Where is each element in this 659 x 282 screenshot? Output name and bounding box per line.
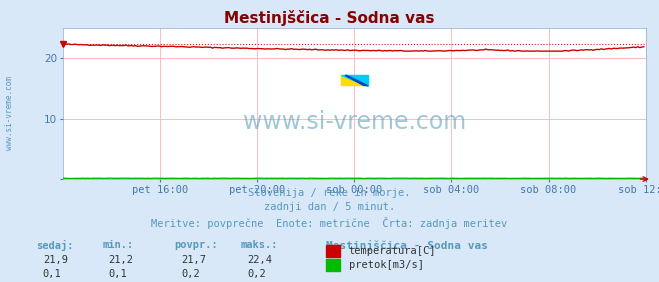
Polygon shape	[345, 75, 368, 85]
Text: Mestinjščica - Sodna vas: Mestinjščica - Sodna vas	[224, 10, 435, 26]
Text: www.si-vreme.com: www.si-vreme.com	[5, 76, 14, 150]
Text: Meritve: povprečne  Enote: metrične  Črta: zadnja meritev: Meritve: povprečne Enote: metrične Črta:…	[152, 217, 507, 229]
Text: www.si-vreme.com: www.si-vreme.com	[243, 110, 466, 134]
Text: Slovenija / reke in morje.: Slovenija / reke in morje.	[248, 188, 411, 197]
Text: Mestinjščica - Sodna vas: Mestinjščica - Sodna vas	[326, 240, 488, 251]
Text: 0,1: 0,1	[43, 269, 61, 279]
Text: 21,9: 21,9	[43, 255, 68, 265]
Text: 0,1: 0,1	[109, 269, 127, 279]
Text: min.:: min.:	[102, 240, 133, 250]
Polygon shape	[341, 75, 368, 85]
Text: 22,4: 22,4	[247, 255, 272, 265]
Polygon shape	[341, 75, 368, 85]
Text: 21,2: 21,2	[109, 255, 134, 265]
Text: temperatura[C]: temperatura[C]	[349, 246, 436, 256]
Text: povpr.:: povpr.:	[175, 240, 218, 250]
Text: pretok[m3/s]: pretok[m3/s]	[349, 260, 424, 270]
Text: 21,7: 21,7	[181, 255, 206, 265]
Text: 0,2: 0,2	[247, 269, 266, 279]
Text: sedaj:: sedaj:	[36, 240, 74, 251]
Text: 0,2: 0,2	[181, 269, 200, 279]
Text: zadnji dan / 5 minut.: zadnji dan / 5 minut.	[264, 202, 395, 212]
Text: maks.:: maks.:	[241, 240, 278, 250]
